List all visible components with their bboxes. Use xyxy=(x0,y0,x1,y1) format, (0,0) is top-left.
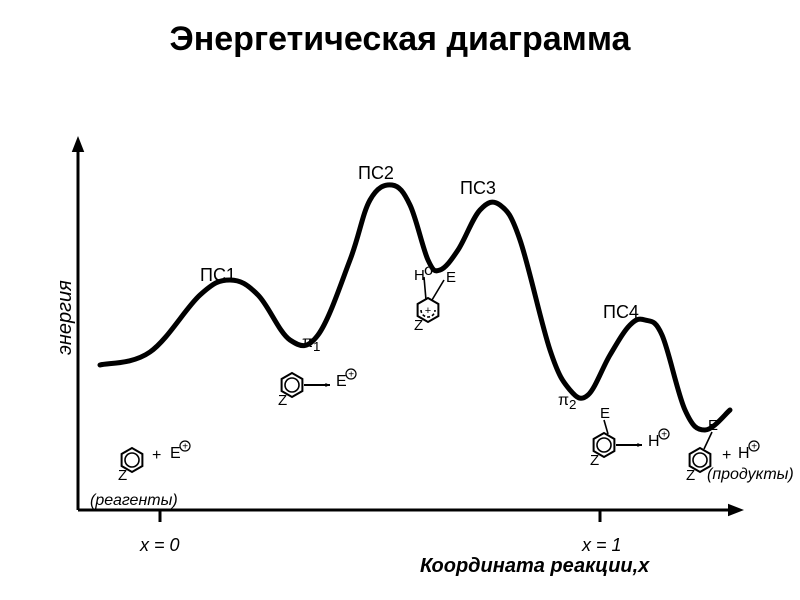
products-label: (продукты) xyxy=(707,466,794,484)
peak-label-3: ПС3 xyxy=(460,178,496,199)
svg-text:Z: Z xyxy=(686,467,695,484)
valley-label-2: σ xyxy=(424,262,434,280)
x-axis-label: Координата реакции,x xyxy=(420,555,649,578)
svg-text:+: + xyxy=(751,442,757,453)
svg-text:+: + xyxy=(661,430,667,441)
svg-text:Z: Z xyxy=(278,392,287,409)
valley-label-1: π1 xyxy=(302,334,320,354)
svg-text:E: E xyxy=(336,373,347,390)
svg-text:+: + xyxy=(722,447,731,464)
svg-text:Z: Z xyxy=(590,452,599,469)
svg-text:E: E xyxy=(600,405,610,422)
svg-text:Z: Z xyxy=(118,467,127,484)
xtick-0: x = 0 xyxy=(140,535,180,556)
peak-label-4: ПС4 xyxy=(603,302,639,323)
peak-label-2: ПС2 xyxy=(358,163,394,184)
valley-label-3: π2 xyxy=(558,392,576,412)
svg-text:+: + xyxy=(348,370,354,381)
svg-text:E: E xyxy=(708,417,718,434)
svg-text:+: + xyxy=(152,447,161,464)
peak-label-1: ПС1 xyxy=(200,265,236,286)
svg-text:E: E xyxy=(446,269,456,286)
svg-text:E: E xyxy=(170,445,181,462)
svg-text:H: H xyxy=(648,433,660,450)
svg-text:H: H xyxy=(738,445,750,462)
svg-text:+: + xyxy=(425,305,431,317)
reagents-label: (реагенты) xyxy=(90,492,178,510)
xtick-1: x = 1 xyxy=(582,535,622,556)
svg-text:+: + xyxy=(182,442,188,453)
page-title: Энергетическая диаграмма xyxy=(0,20,800,59)
svg-text:Z: Z xyxy=(414,317,423,334)
